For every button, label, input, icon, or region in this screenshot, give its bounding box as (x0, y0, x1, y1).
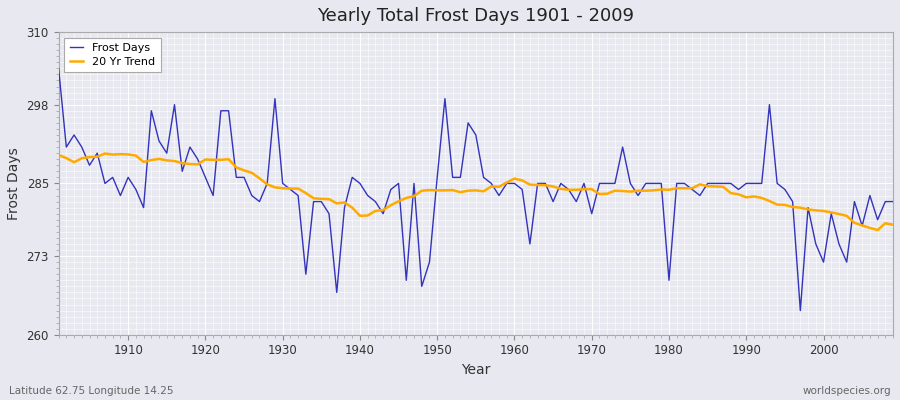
20 Yr Trend (872, 228, 883, 232)
Frost Days (887, 199, 898, 204)
X-axis label: Year: Year (461, 363, 491, 377)
Title: Yearly Total Frost Days 1901 - 2009: Yearly Total Frost Days 1901 - 2009 (318, 7, 634, 25)
Line: 20 Yr Trend: 20 Yr Trend (58, 154, 893, 230)
Frost Days (285, 187, 296, 192)
20 Yr Trend (517, 178, 527, 183)
20 Yr Trend (887, 222, 898, 227)
20 Yr Trend (509, 176, 520, 181)
Frost Days (115, 193, 126, 198)
Frost Days (501, 181, 512, 186)
Frost Days (331, 290, 342, 295)
20 Yr Trend (100, 151, 111, 156)
20 Yr Trend (53, 152, 64, 157)
20 Yr Trend (292, 186, 303, 191)
Frost Days (509, 181, 520, 186)
Legend: Frost Days, 20 Yr Trend: Frost Days, 20 Yr Trend (64, 38, 160, 72)
Frost Days (53, 66, 64, 71)
20 Yr Trend (609, 188, 620, 193)
Y-axis label: Frost Days: Frost Days (7, 147, 21, 220)
Text: worldspecies.org: worldspecies.org (803, 386, 891, 396)
20 Yr Trend (339, 200, 350, 205)
Frost Days (602, 181, 613, 186)
Text: Latitude 62.75 Longitude 14.25: Latitude 62.75 Longitude 14.25 (9, 386, 174, 396)
Frost Days (795, 308, 806, 313)
Line: Frost Days: Frost Days (58, 68, 893, 310)
20 Yr Trend (122, 152, 133, 157)
